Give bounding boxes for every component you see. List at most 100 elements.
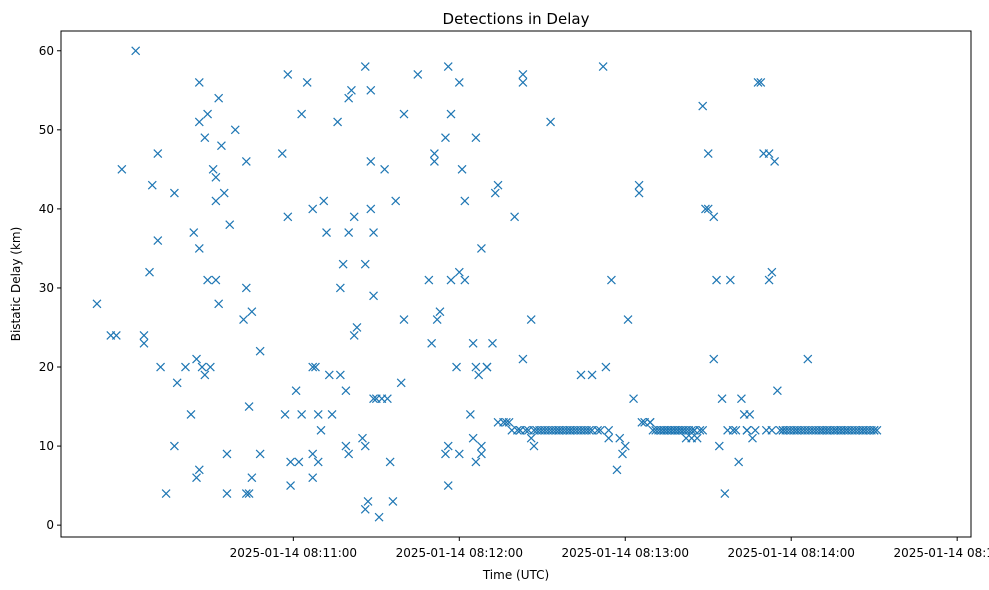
data-point-x-marker [360,259,370,269]
data-point-x-marker [241,157,251,166]
data-point-x-marker [460,196,470,206]
data-point-x-marker [429,157,439,166]
data-point-x-marker [369,291,378,301]
data-point-x-marker [584,425,594,435]
data-point-x-marker [244,489,254,498]
data-point-x-marker [471,133,481,143]
data-point-x-marker [255,449,265,459]
data-point-x-marker [521,425,531,435]
data-point-x-marker [546,117,555,127]
data-point-x-marker [714,441,724,451]
data-point-x-marker [767,267,777,277]
y-tick-label: 60 [39,44,54,58]
data-point-x-marker [601,362,611,372]
data-point-x-marker [615,433,625,443]
chart-title: Detections in Delay [443,10,590,28]
data-point-x-marker [446,109,456,119]
data-point-x-marker [488,338,497,348]
data-point-x-marker [344,449,354,459]
data-point-x-marker [194,117,204,127]
data-point-x-marker [734,457,744,467]
data-point-x-marker [504,417,514,427]
data-point-x-marker [205,362,215,372]
data-point-x-marker [687,425,697,435]
data-point-x-marker [872,425,882,435]
x-tick-label: 2025-01-14 08:11:00 [230,546,357,560]
data-point-x-marker [869,425,879,435]
data-point-x-marker [518,77,528,87]
data-point-x-marker [161,489,171,498]
data-point-x-marker [308,362,318,372]
data-point-x-marker [358,433,367,443]
data-point-x-marker [465,410,475,419]
data-point-x-marker [604,433,614,443]
data-point-x-marker [341,441,351,451]
data-point-x-marker [731,425,741,435]
y-tick-label: 20 [39,360,54,374]
data-point-x-marker [192,354,201,364]
data-point-x-marker [153,149,163,158]
data-point-x-marker [214,299,224,309]
data-point-x-marker [526,433,536,443]
data-point-x-marker [344,228,354,238]
data-point-x-marker [742,425,752,435]
data-point-x-marker [297,109,307,119]
data-point-x-marker [316,425,326,435]
data-point-x-marker [286,481,295,491]
data-point-x-marker [698,425,708,435]
data-point-x-marker [703,149,713,158]
data-point-x-marker [286,457,295,467]
data-point-x-marker [764,275,774,285]
data-point-x-marker [618,449,627,459]
data-point-x-marker [424,275,434,285]
data-point-x-marker [111,330,121,340]
data-point-x-marker [297,410,307,419]
data-point-x-marker [435,307,445,317]
data-point-x-marker [441,449,450,459]
data-point-x-marker [717,394,727,404]
data-point-x-marker [474,370,484,380]
data-point-x-marker [344,93,354,103]
data-point-x-marker [764,149,774,158]
data-point-x-marker [748,433,757,443]
data-point-x-marker [441,133,450,143]
data-point-x-marker [335,370,345,380]
data-point-x-marker [181,362,190,372]
data-point-x-marker [349,212,359,222]
data-point-x-marker [391,196,401,206]
data-point-x-marker [225,220,235,230]
x-axis: 2025-01-14 08:11:00 2025-01-14 08:12:00 20… [230,537,989,560]
data-point-x-marker [366,157,376,166]
x-axis-label: Time (UTC) [482,568,549,582]
data-point-x-marker [338,259,348,269]
data-point-x-marker [443,441,453,451]
data-point-x-marker [607,275,616,285]
data-point-x-marker [493,180,503,190]
data-point-x-marker [291,386,301,396]
data-point-x-marker [399,109,409,119]
data-point-x-marker [399,315,409,325]
data-point-x-marker [460,275,470,285]
data-point-x-marker [186,410,196,419]
data-point-x-marker [374,512,384,522]
data-point-x-marker [192,473,201,483]
data-point-x-marker [366,204,376,214]
data-point-x-marker [153,236,163,245]
data-point-x-marker [308,204,318,214]
data-point-x-marker [194,77,204,87]
data-point-x-marker [247,473,257,483]
data-point-x-marker [454,449,464,459]
data-point-x-marker [222,489,232,498]
data-point-x-marker [512,425,522,435]
data-point-x-marker [313,410,323,419]
data-point-x-marker [623,315,633,325]
data-point-x-marker [156,362,165,372]
data-point-x-marker [385,457,395,467]
data-point-x-marker [169,188,179,198]
plot-area [60,30,972,538]
data-point-x-marker [208,164,218,174]
data-point-x-marker [587,370,597,380]
data-point-x-marker [283,70,293,79]
data-point-x-marker [131,46,141,56]
data-point-x-marker [244,402,254,411]
